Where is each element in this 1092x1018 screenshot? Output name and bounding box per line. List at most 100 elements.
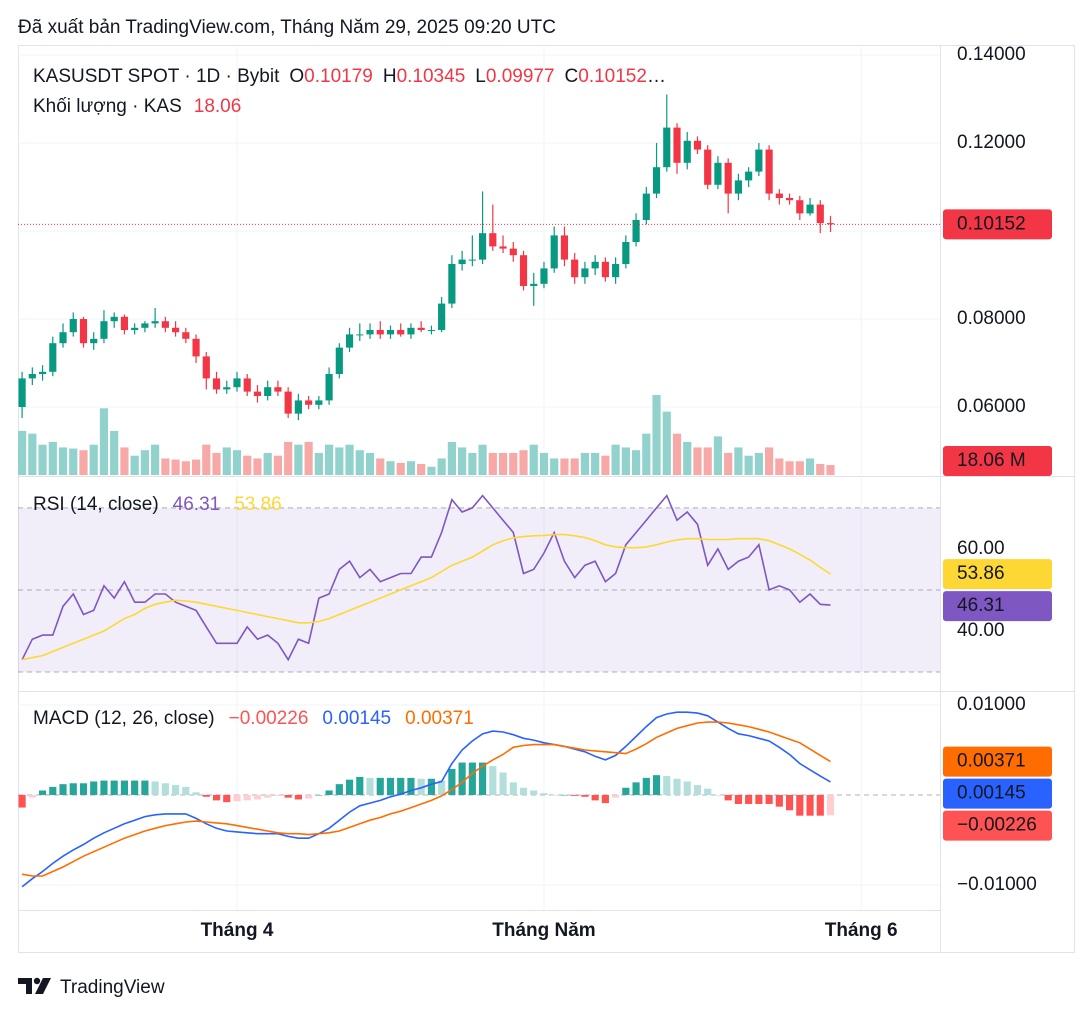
volume-bar <box>580 452 590 475</box>
y-tick-label: 0.08000 <box>957 308 1026 329</box>
histogram-bar <box>571 794 579 796</box>
candle-body <box>489 233 497 247</box>
histogram-bar <box>489 766 497 795</box>
volume-bar <box>202 444 211 475</box>
volume-bar <box>672 433 682 475</box>
volume-bar <box>447 441 456 475</box>
volume-bar <box>458 447 467 475</box>
candle-body <box>785 197 794 201</box>
candle-body <box>38 371 47 375</box>
candle-body <box>325 374 333 401</box>
frame <box>18 45 1075 953</box>
histogram-bar <box>376 777 384 795</box>
volume-bar <box>110 430 119 475</box>
histogram-bar <box>386 777 395 795</box>
legend-item: L <box>475 66 486 87</box>
histogram-bar <box>172 785 180 795</box>
candle-body <box>601 261 609 278</box>
candle-body <box>530 283 538 287</box>
histogram-bar <box>120 780 129 795</box>
candle-body <box>315 400 323 405</box>
histogram-bar <box>131 780 139 795</box>
legend-item: 0.10152 <box>578 66 647 87</box>
candle-body <box>479 233 487 260</box>
histogram-bar <box>663 776 671 795</box>
volume-bar <box>498 452 508 475</box>
histogram-bar <box>59 784 67 795</box>
histogram-bar <box>294 794 302 800</box>
candle-body <box>714 162 722 185</box>
candle-body <box>796 200 804 214</box>
histogram-bar <box>458 762 466 795</box>
volume-bar <box>611 444 620 475</box>
histogram-bar <box>356 776 364 795</box>
candle-body <box>356 334 364 336</box>
volume-bar <box>243 455 252 475</box>
volume-bar <box>345 444 354 475</box>
volume-bar <box>652 395 661 475</box>
legend-item: Khối lượng · KAS <box>33 96 182 117</box>
histogram-bar <box>673 778 681 795</box>
candle-body <box>683 140 691 163</box>
candle-body <box>223 387 231 390</box>
volume-bar <box>161 458 170 475</box>
histogram-bar <box>530 790 538 795</box>
candle-body <box>79 319 88 344</box>
legend: RSI (14, close) 46.31 53.86 <box>33 494 282 515</box>
histogram-bar <box>305 794 313 799</box>
volume-bar <box>631 450 641 475</box>
legend-item: 0.10345 <box>397 66 466 87</box>
volume-bar <box>120 447 129 475</box>
legend-value: −0.00226 <box>229 708 309 729</box>
histogram-bar <box>315 794 323 796</box>
volume-bar <box>621 447 630 475</box>
volume-bar <box>765 447 774 475</box>
histogram-bar <box>693 785 702 795</box>
volume-bar <box>713 436 723 475</box>
candle-body <box>632 220 640 243</box>
logo-part <box>18 978 32 994</box>
legend-value: 53.86 <box>234 494 282 515</box>
candle-body <box>745 171 753 181</box>
legend-title: MACD (12, 26, close) <box>33 708 215 729</box>
candle-body <box>100 321 108 339</box>
price-label: 46.31 <box>957 595 1005 616</box>
candle-body <box>417 327 425 331</box>
histogram-bar <box>325 790 333 795</box>
legend: MACD (12, 26, close) −0.00226 0.00145 0.003… <box>33 708 474 729</box>
histogram-bar <box>212 794 221 801</box>
volume-bar <box>795 461 804 475</box>
candle-body <box>151 321 159 324</box>
candle-body <box>427 330 435 332</box>
histogram-bar <box>519 787 528 795</box>
volume-bar <box>539 452 549 475</box>
volume-bar <box>396 462 405 475</box>
price-label-box <box>943 591 1052 622</box>
candle-body <box>274 387 282 392</box>
volume-bar <box>570 458 579 475</box>
candle-body <box>182 332 190 339</box>
volume-bar <box>427 466 436 475</box>
candle-body <box>816 204 824 224</box>
volume-bar <box>529 444 538 475</box>
histogram-bar <box>100 780 108 795</box>
candle-body <box>397 330 405 335</box>
volume-bar <box>191 459 201 475</box>
volume-bar <box>376 458 385 475</box>
volume-bar <box>79 450 88 475</box>
y-tick-label: 0.14000 <box>957 44 1026 65</box>
histogram-bar <box>652 775 661 795</box>
candle-body <box>622 242 630 265</box>
indicator-line <box>21 711 831 888</box>
volume-bar <box>744 455 753 475</box>
price-label: 0.00371 <box>957 751 1026 772</box>
published-note: Đã xuất bản TradingView.com, Tháng Năm 2… <box>18 17 556 38</box>
candle-body <box>499 246 507 249</box>
volume-bar <box>181 461 190 475</box>
histogram-bar <box>284 794 292 798</box>
price-label-box <box>943 810 1052 841</box>
volume-bar <box>560 458 569 475</box>
histogram-bar <box>550 794 558 796</box>
candle-body <box>550 235 558 269</box>
